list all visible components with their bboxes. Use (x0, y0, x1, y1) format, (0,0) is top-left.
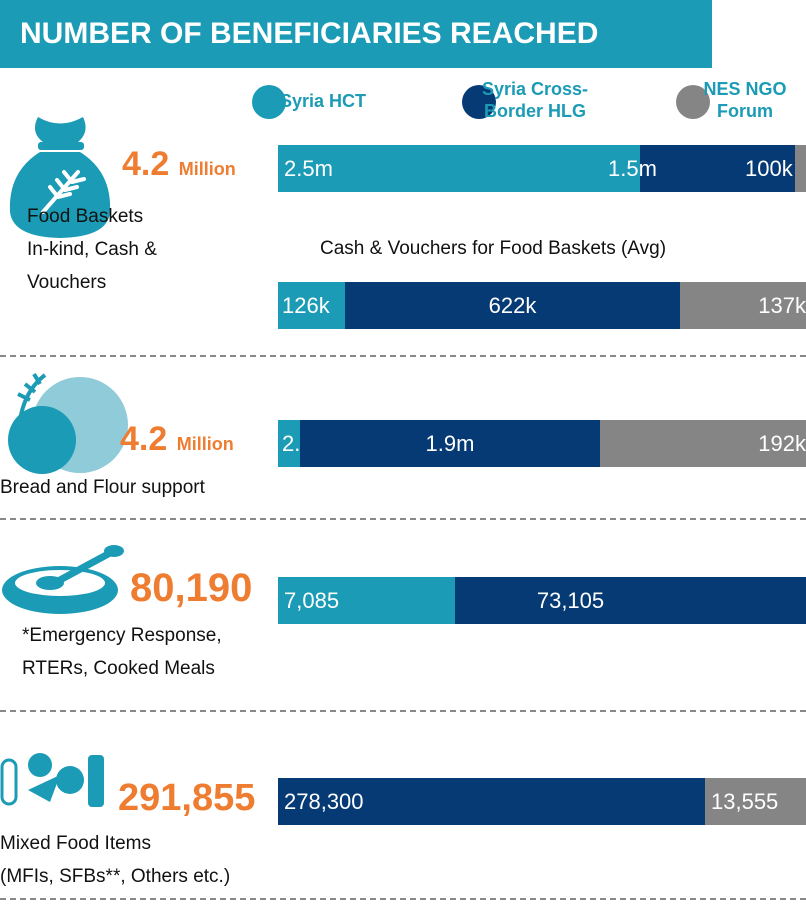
section-label: Food Baskets In-kind, Cash & Vouchers (27, 200, 157, 299)
bar: 2.2m 1.9m 192k (278, 420, 806, 467)
label-line: Food Baskets (27, 206, 144, 227)
total: 4.2 Million (120, 420, 234, 459)
total-value: 291,855 (118, 777, 256, 819)
total-value: 80,190 (130, 566, 253, 610)
legend-swatch (462, 85, 496, 119)
total: 4.2 Million (122, 145, 236, 184)
legend-line: NES NGO (703, 79, 787, 99)
segment: 100k (745, 145, 806, 192)
bar: 278,300 13,555 (278, 778, 806, 825)
label-line: Bread and Flour support (0, 477, 205, 498)
segment: 1.9m (300, 420, 600, 467)
legend-label: NES NGO Forum (700, 78, 790, 122)
label-line: Vouchers (27, 272, 107, 293)
section-label: Mixed Food Items (MFIs, SFBs**, Others et… (0, 827, 230, 893)
segment: 622k (345, 282, 680, 329)
label-line: RTERs, Cooked Meals (22, 658, 215, 679)
label-line: In-kind, Cash & (27, 239, 157, 260)
divider (0, 518, 806, 520)
bar: 7,085 73,105 (278, 577, 806, 624)
divider (0, 355, 806, 357)
segment: 126k (278, 282, 345, 329)
section-label: *Emergency Response, RTERs, Cooked Meals (22, 619, 222, 685)
legend-label: Syria Cross- Border HLG (470, 78, 600, 122)
segment: 2.2m (278, 420, 331, 467)
legend-swatch (676, 85, 710, 119)
segment: 7,085 (278, 577, 455, 624)
segment: 13,555 (705, 778, 806, 825)
segment: 2.5m (278, 145, 640, 192)
legend-line: Border HLG (483, 101, 586, 121)
icon-bag (9, 117, 111, 238)
icon-bread (8, 372, 128, 474)
label-line: Mixed Food Items (0, 833, 151, 854)
header-title: NUMBER OF BENEFICIARIES REACHED (0, 0, 712, 68)
legend-line: Syria Cross- (481, 79, 589, 99)
legend-label: Syria HCT (280, 91, 367, 111)
total-value: 4.2 (122, 145, 170, 183)
bar-title: Cash & Vouchers for Food Baskets (Avg) (320, 238, 667, 259)
bar: 2.5m 1.5m 100k (278, 145, 806, 192)
legend-line: Forum (717, 101, 773, 121)
label-line: *Emergency Response, (22, 625, 222, 646)
segment: 1.5m (608, 145, 795, 192)
divider (0, 710, 806, 712)
segment: 73,105 (455, 577, 806, 624)
bar: 126k 622k 137k (278, 282, 806, 329)
total-value: 4.2 (120, 420, 168, 458)
total-unit: Million (178, 159, 236, 179)
legend-swatch (252, 85, 286, 119)
divider (0, 898, 806, 900)
segment: 192k (600, 420, 806, 467)
total-unit: Million (176, 434, 234, 454)
icon-food-items (0, 753, 104, 807)
label-line: (MFIs, SFBs**, Others etc.) (0, 866, 231, 887)
segment: 137k (680, 282, 806, 329)
icon-bowl (2, 545, 124, 614)
section-label: Bread and Flour support (0, 471, 205, 504)
segment: 278,300 (278, 778, 705, 825)
